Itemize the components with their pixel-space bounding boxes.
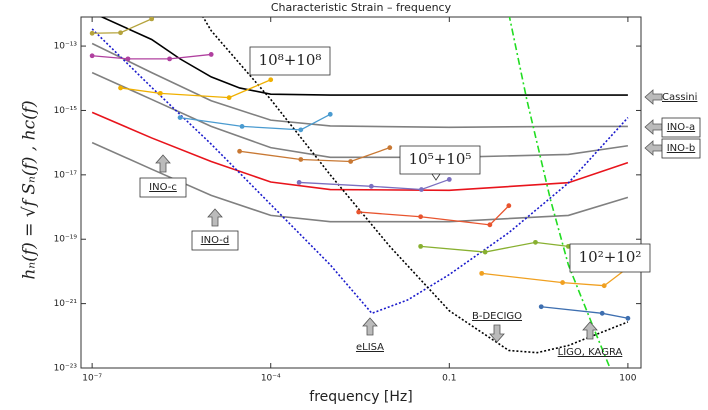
plot-frame [80,16,642,369]
marker [601,283,607,289]
marker [560,280,565,285]
label-boxes [139,46,701,273]
series-label: INO-b [667,143,696,154]
plot-area [89,17,631,368]
callout-tip [431,173,441,181]
series-line [481,267,629,287]
marker [348,159,354,164]
series-label: INO-c [149,182,177,193]
marker [298,127,304,133]
y-axis-label: hₙ(f) = √f Sₙ(f) , hc(f) [20,100,40,279]
series-line [91,111,629,192]
marker [356,209,362,215]
marker [149,17,155,22]
y-tick-label: 10⁻¹³ [54,42,78,52]
x-tick-label: 10⁻⁷ [82,374,102,384]
label-box [139,177,187,198]
annotation-box [249,46,331,76]
marker [418,214,424,220]
marker [167,56,172,62]
marker [125,56,131,62]
series-line [92,53,212,60]
marker [368,183,374,189]
marker [599,310,605,316]
marker [208,52,214,57]
x-axis-label: frequency [Hz] [309,389,412,405]
series-line [91,71,629,159]
marker [419,187,424,192]
arrow [644,89,663,105]
marker [625,315,631,321]
series-label: eLISA [356,342,384,353]
marker [177,115,183,121]
marker [565,243,571,249]
y-tick-label: 10⁻¹⁵ [54,106,78,116]
marker [239,123,245,129]
label-box [661,117,701,138]
annotation-box [399,145,481,175]
marker [298,157,304,162]
y-tick-label: 10⁻¹⁷ [54,170,78,180]
arrow [582,321,598,340]
series-label: LIGO, KAGRA [558,347,623,358]
series-label: B-DECIGO [472,311,522,322]
marker [387,145,393,151]
series-line [179,113,331,131]
series-line [508,17,611,368]
y-tick-label: 10⁻²¹ [54,299,78,309]
label-box [661,138,701,159]
marker [327,111,333,117]
arrow [644,119,663,135]
label-box [191,230,239,251]
annotation: 10⁸+10⁸ [259,51,322,69]
marker [506,203,512,209]
marker [538,304,544,310]
marker [89,30,95,36]
series-line [91,28,629,315]
series-line [100,17,628,96]
arrows [155,89,663,343]
marker [157,90,163,96]
x-tick-label: 100 [619,374,636,384]
marker [482,249,488,255]
series-label: Cassini [662,92,697,103]
y-tick-label: 10⁻¹⁹ [54,235,78,245]
series-line [91,141,629,223]
series-line [239,147,390,163]
arrow [207,208,223,227]
series-line [120,79,271,99]
annotation: 10⁵+10⁵ [409,150,472,168]
arrow [362,317,378,336]
series-line [541,306,629,319]
annotation: 10²+10² [579,248,642,266]
marker [487,222,493,228]
arrow [644,140,663,156]
series-line [420,241,569,253]
y-tick-label: 10⁻²³ [54,364,78,374]
annotation-box [569,243,651,273]
arrow [489,324,505,343]
marker [237,148,242,154]
marker [418,243,424,249]
marker [479,270,485,276]
marker [118,30,123,36]
arrow [155,154,171,173]
series-line [358,205,510,226]
chart-title: Characteristic Strain – frequency [271,1,452,14]
series-line [202,17,629,354]
marker [533,239,538,245]
marker [226,95,232,101]
series-line [299,178,450,191]
marker [118,85,123,91]
marker [89,53,95,59]
x-tick-label: 0.1 [442,374,456,384]
series-line [91,42,628,129]
marker [296,180,302,185]
series-label: INO-d [201,235,230,246]
series-label: INO-a [667,122,695,133]
marker [446,177,452,182]
marker [268,77,274,83]
x-tick-label: 10⁻⁴ [261,374,281,384]
